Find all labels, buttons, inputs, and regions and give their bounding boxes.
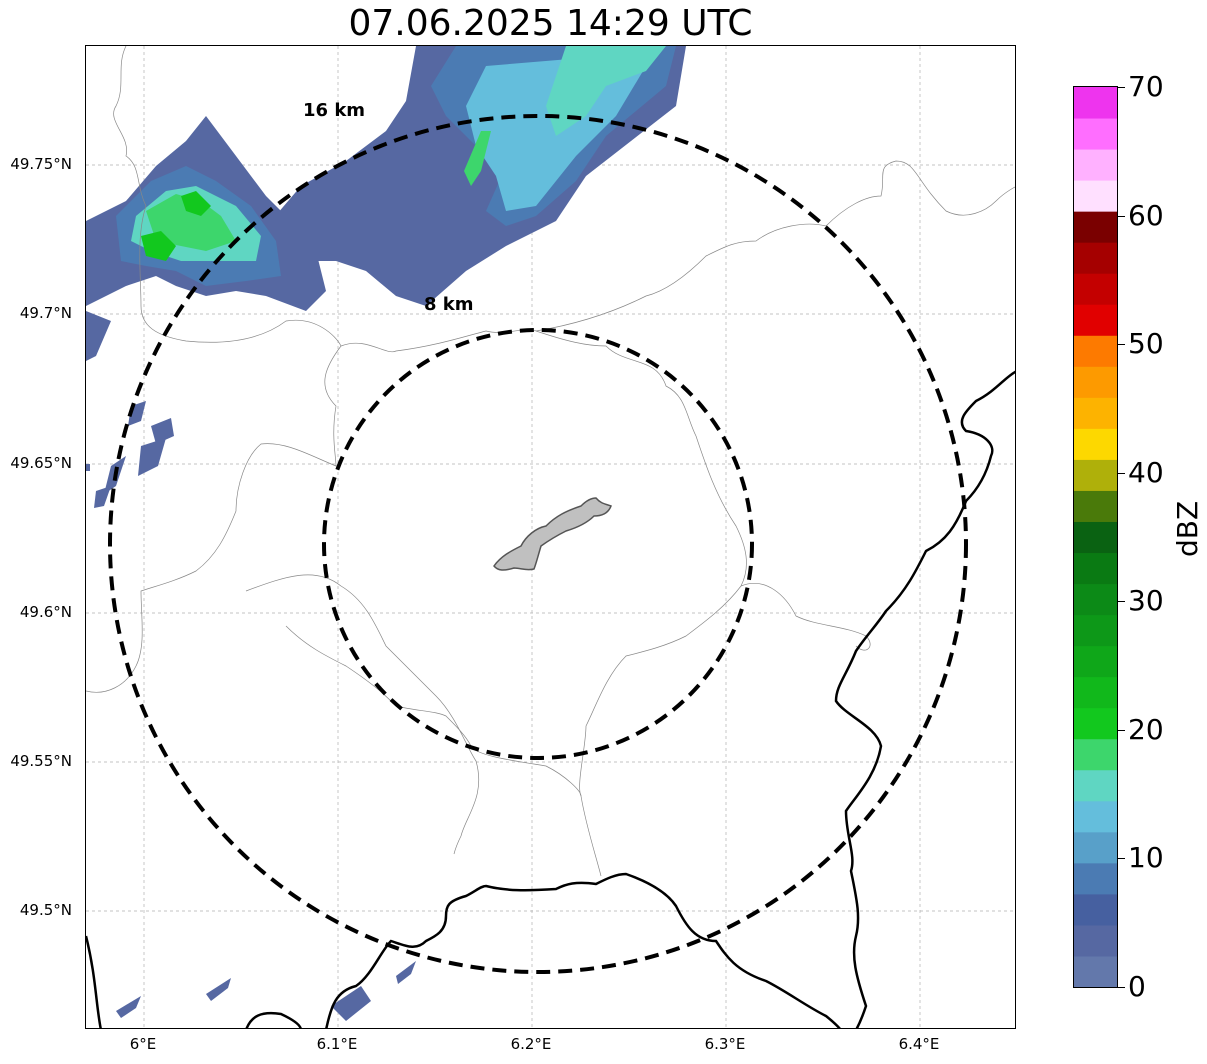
- colorbar-tick-40: [1118, 473, 1125, 474]
- colorbar-tick-50: [1118, 344, 1125, 345]
- range-ring-16km: [108, 114, 968, 974]
- colorbar-band-19: [1074, 366, 1117, 398]
- colorbar-band-27: [1074, 118, 1117, 150]
- lat-tick-49.7: 49.7°N: [19, 304, 72, 322]
- colorbar-band-17: [1074, 428, 1117, 460]
- colorbar-label-70: 70: [1128, 70, 1164, 103]
- colorbar-tick-20: [1118, 730, 1125, 731]
- lon-tick-6.4: 6.4°E: [898, 1035, 940, 1053]
- admin-borders: [86, 46, 1015, 877]
- lon-tick-6: 6°E: [129, 1035, 157, 1053]
- lon-tick-6.2: 6.2°E: [510, 1035, 552, 1053]
- colorbar-band-13: [1074, 552, 1117, 585]
- colorbar-tick-30: [1118, 601, 1125, 602]
- colorbar-band-8: [1074, 707, 1117, 740]
- lat-tick-49.6: 49.6°N: [19, 603, 72, 621]
- colorbar-label-10: 10: [1128, 841, 1164, 874]
- colorbar-gradient: [1074, 87, 1117, 987]
- colorbar-band-12: [1074, 583, 1117, 616]
- lon-tick-6.1: 6.1°E: [316, 1035, 358, 1053]
- colorbar-label-30: 30: [1128, 584, 1164, 617]
- colorbar-tick-0: [1118, 987, 1125, 988]
- colorbar-band-2: [1074, 893, 1117, 926]
- colorbar-band-20: [1074, 335, 1117, 367]
- urban-area-polygon: [493, 497, 612, 571]
- colorbar-band-26: [1074, 149, 1117, 181]
- lat-tick-49.55: 49.55°N: [10, 752, 72, 770]
- colorbar-band-5: [1074, 800, 1117, 833]
- colorbar-band-9: [1074, 676, 1117, 709]
- echo-cluster-west-green: [146, 194, 236, 251]
- colorbar-band-21: [1074, 304, 1117, 336]
- colorbar-tick-10: [1118, 858, 1125, 859]
- colorbar-label-0: 0: [1128, 970, 1146, 1003]
- range-ring-8km: [322, 328, 754, 760]
- colorbar-label-40: 40: [1128, 456, 1164, 489]
- lat-tick-49.65: 49.65°N: [10, 454, 72, 472]
- echo-scatter-bottom: [116, 961, 416, 1021]
- map-canvas: 16 km 8 km: [86, 46, 1015, 1028]
- colorbar-band-25: [1074, 180, 1117, 212]
- colorbar-band-18: [1074, 397, 1117, 429]
- colorbar-band-10: [1074, 645, 1117, 678]
- range-ring-label-8km: 8 km: [424, 294, 474, 315]
- colorbar-label-50: 50: [1128, 327, 1164, 360]
- colorbar-band-0: [1074, 955, 1117, 987]
- lon-tick-6.3: 6.3°E: [704, 1035, 746, 1053]
- echo-cluster-west-bright: [141, 191, 211, 261]
- radar-echoes: [86, 46, 686, 1021]
- colorbar-tick-70: [1118, 87, 1125, 88]
- lat-tick-49.5: 49.5°N: [19, 901, 72, 919]
- range-ring-label-16km: 16 km: [303, 100, 365, 121]
- colorbar-band-4: [1074, 831, 1117, 864]
- colorbar-band-6: [1074, 769, 1117, 802]
- colorbar-band-15: [1074, 490, 1117, 522]
- colorbar-band-3: [1074, 862, 1117, 895]
- colorbar-band-23: [1074, 242, 1117, 274]
- chart-title: 07.06.2025 14:29 UTC: [348, 3, 753, 44]
- colorbar-band-11: [1074, 614, 1117, 647]
- radar-map[interactable]: 16 km 8 km: [85, 45, 1016, 1029]
- colorbar-band-22: [1074, 273, 1117, 305]
- colorbar-band-1: [1074, 924, 1117, 957]
- echo-band-north-cyan: [546, 46, 666, 136]
- colorbar: [1073, 86, 1118, 988]
- colorbar-band-14: [1074, 521, 1117, 554]
- lat-tick-49.75: 49.75°N: [10, 155, 72, 173]
- colorbar-label-20: 20: [1128, 713, 1164, 746]
- range-rings: [108, 114, 968, 974]
- echo-band-north-green: [464, 131, 491, 186]
- colorbar-band-28: [1074, 87, 1117, 119]
- colorbar-band-16: [1074, 459, 1117, 491]
- colorbar-band-24: [1074, 211, 1117, 243]
- colorbar-label-60: 60: [1128, 199, 1164, 232]
- colorbar-band-7: [1074, 738, 1117, 771]
- colorbar-axis-label: dBZ: [1171, 500, 1204, 557]
- colorbar-tick-60: [1118, 216, 1125, 217]
- national-borders: [86, 370, 1015, 1028]
